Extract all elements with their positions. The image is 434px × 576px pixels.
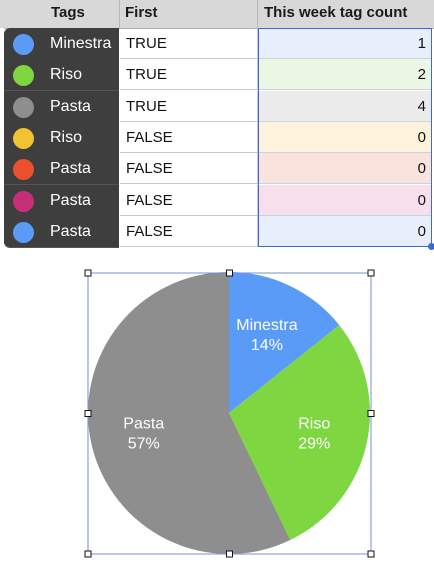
pie-slice-minestra[interactable]: [229, 272, 340, 413]
tag-color-dot: [13, 34, 34, 55]
table-row: Minestra TRUE 1: [0, 28, 434, 60]
tag-color-dot: [13, 96, 34, 118]
count-value: 2: [417, 66, 426, 84]
tag-cell[interactable]: Pasta: [4, 215, 119, 248]
tag-color-dot: [13, 190, 34, 212]
tag-cell[interactable]: Riso: [4, 121, 119, 154]
slice-label-percent: 29%: [298, 435, 330, 452]
chart-resize-handle[interactable]: [84, 550, 92, 558]
table-row: Pasta FALSE 0: [0, 184, 434, 217]
tag-cell[interactable]: Pasta: [4, 184, 119, 217]
pie-chart[interactable]: Minestra 14% Riso 29% Pasta 57%: [0, 256, 434, 576]
tag-label: Pasta: [50, 222, 91, 240]
count-value: 1: [417, 35, 426, 52]
first-value: FALSE: [126, 191, 173, 209]
chart-resize-handle[interactable]: [84, 269, 92, 277]
first-cell[interactable]: TRUE: [120, 28, 258, 59]
table-row: Pasta TRUE 4: [0, 90, 434, 123]
table-header-row: Tags First This week tag count: [0, 0, 434, 29]
pie-slice-pasta[interactable]: [88, 272, 291, 554]
first-value: TRUE: [126, 97, 167, 115]
first-cell[interactable]: FALSE: [120, 215, 258, 247]
tag-cell[interactable]: Minestra: [4, 28, 119, 60]
chart-resize-handle[interactable]: [84, 410, 92, 417]
count-cell[interactable]: 0: [258, 121, 432, 153]
table-row: Pasta FALSE 0: [0, 153, 434, 186]
tag-label: Pasta: [50, 97, 91, 115]
pie-slice-riso[interactable]: [229, 325, 371, 541]
tag-color-dot: [13, 159, 34, 181]
tag-cell[interactable]: Pasta: [4, 153, 119, 186]
first-cell[interactable]: FALSE: [120, 184, 258, 216]
first-value: TRUE: [126, 35, 167, 52]
table-row: Riso TRUE 2: [0, 59, 434, 92]
count-cell[interactable]: 0: [258, 215, 432, 247]
count-cell[interactable]: 1: [258, 28, 432, 59]
count-cell[interactable]: 4: [258, 90, 432, 122]
slice-label-percent: 57%: [128, 435, 160, 452]
tag-label: Riso: [50, 128, 83, 146]
count-value: 0: [417, 160, 426, 178]
first-value: FALSE: [126, 160, 173, 178]
header-count[interactable]: This week tag count: [264, 4, 408, 21]
tag-label: Minestra: [50, 35, 112, 52]
chart-resize-handle[interactable]: [226, 269, 233, 277]
table-row: Pasta FALSE 0: [0, 215, 434, 248]
first-cell[interactable]: TRUE: [120, 90, 258, 122]
chart-resize-handle[interactable]: [226, 550, 233, 558]
chart-resize-handle[interactable]: [367, 410, 375, 417]
tag-label: Pasta: [50, 160, 91, 178]
count-cell[interactable]: 0: [258, 153, 432, 185]
tag-color-dot: [13, 127, 34, 149]
slice-label-percent: 14%: [251, 337, 283, 354]
first-cell[interactable]: TRUE: [120, 59, 258, 91]
header-first[interactable]: First: [125, 4, 158, 21]
tag-color-dot: [13, 221, 34, 243]
count-value: 0: [417, 191, 426, 209]
count-value: 4: [417, 97, 426, 115]
table-row: Riso FALSE 0: [0, 121, 434, 154]
slice-label-name: Riso: [298, 415, 330, 432]
tag-label: Riso: [50, 66, 83, 84]
tag-cell[interactable]: Riso: [4, 59, 119, 92]
count-cell[interactable]: 2: [258, 59, 432, 91]
count-value: 0: [417, 128, 426, 146]
slice-label-name: Minestra: [236, 317, 297, 334]
tag-cell[interactable]: Pasta: [4, 90, 119, 123]
first-value: FALSE: [126, 128, 173, 146]
first-cell[interactable]: FALSE: [120, 153, 258, 185]
tag-label: Pasta: [50, 191, 91, 209]
first-cell[interactable]: FALSE: [120, 121, 258, 153]
first-value: FALSE: [126, 222, 173, 240]
count-value: 0: [417, 222, 426, 240]
selection-resize-handle[interactable]: [428, 243, 434, 250]
first-value: TRUE: [126, 66, 167, 84]
count-cell[interactable]: 0: [258, 184, 432, 216]
chart-resize-handle[interactable]: [367, 550, 375, 558]
slice-label-name: Pasta: [123, 415, 164, 432]
header-tags[interactable]: Tags: [51, 4, 85, 21]
tag-color-dot: [13, 65, 34, 87]
chart-resize-handle[interactable]: [367, 269, 375, 277]
